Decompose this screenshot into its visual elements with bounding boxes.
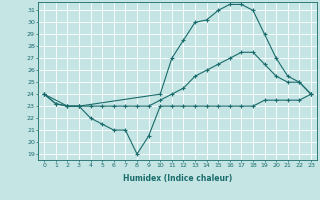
- X-axis label: Humidex (Indice chaleur): Humidex (Indice chaleur): [123, 174, 232, 183]
